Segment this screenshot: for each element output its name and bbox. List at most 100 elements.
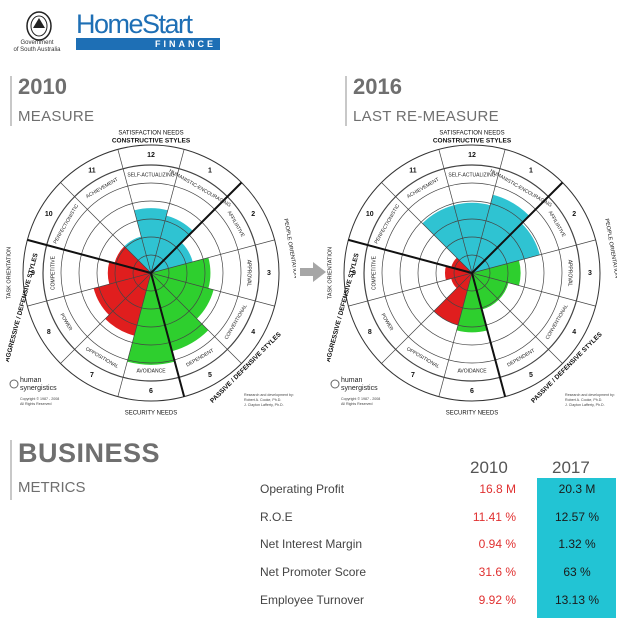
metric-label: Operating Profit	[260, 482, 345, 496]
data-wedge-7	[433, 273, 472, 326]
segment-divider	[150, 272, 275, 307]
credits-text: Robert A. Cooke, Ph.D.	[565, 398, 602, 402]
outer-label: SATISFACTION NEEDS	[439, 131, 504, 137]
brand-name-2: synergistics	[20, 385, 57, 392]
outer-label: CONSTRUCTIVE STYLES	[433, 138, 512, 145]
grid-ring	[363, 164, 581, 382]
data-wedge-6	[127, 273, 175, 365]
section-divider-right	[345, 76, 347, 126]
segment-number: 7	[411, 372, 415, 379]
segment-label: ACHIEVEMENT	[85, 177, 119, 200]
data-wedge-9	[107, 261, 151, 285]
data-wedge-9	[445, 266, 472, 280]
data-wedge-10	[114, 246, 151, 273]
copyright-text: All Rights Reserved	[341, 402, 373, 406]
segment-number: 10	[45, 211, 53, 218]
homestart-logo: HomeStart FINANCE	[76, 10, 220, 50]
grid-ring	[435, 236, 509, 310]
data-wedge-2	[151, 242, 193, 273]
segment-label: ACHIEVEMENT	[406, 177, 440, 200]
segment-number: 4	[572, 329, 576, 336]
metric-value-2017: 63 %	[563, 565, 591, 579]
outer-label: SECURITY NEEDS	[446, 411, 499, 417]
circumplex-2010-svg: SELF-ACTUALIZINGHUMANISTIC-ENCOURAGINGAF…	[4, 131, 299, 417]
segment-divider	[27, 272, 152, 307]
copyright-text: All Rights Reserved	[20, 402, 52, 406]
gov-text-line1: Government	[20, 40, 54, 46]
data-wedge-11	[422, 205, 472, 273]
segment-label: SELF-ACTUALIZING	[127, 172, 174, 178]
left-year: 2010	[18, 74, 67, 99]
style-divider	[150, 272, 186, 397]
segment-number: 3	[267, 270, 271, 277]
metric-value-2010: 16.8 M	[479, 482, 516, 496]
government-crest-icon	[14, 8, 64, 52]
metric-label: Net Interest Margin	[260, 537, 363, 551]
segment-divider	[150, 272, 242, 364]
data-wedge-7	[105, 273, 151, 336]
data-wedge-3	[472, 260, 521, 286]
style-divider	[27, 238, 152, 274]
segment-label: PERFECTIONISTIC	[53, 203, 81, 245]
gov-text-line2: of South Australia	[13, 47, 61, 53]
style-divider	[150, 181, 243, 274]
column-header-2010: 2010	[470, 458, 508, 477]
segment-divider	[150, 239, 275, 274]
grid-ring	[114, 236, 188, 310]
style-divider	[348, 238, 473, 274]
segment-number: 8	[368, 329, 372, 336]
segment-label: APPROVAL	[246, 260, 252, 287]
circumplex-2016-svg: SELF-ACTUALIZINGHUMANISTIC-ENCOURAGINGAF…	[325, 131, 617, 417]
segment-number: 6	[149, 388, 153, 395]
segment-number: 7	[90, 372, 94, 379]
segment-number: 4	[251, 329, 255, 336]
segment-number: 12	[147, 152, 155, 159]
data-wedge-4	[151, 273, 214, 319]
grid-ring	[60, 182, 242, 364]
metric-label: R.O.E	[260, 510, 293, 524]
segment-label: OPPOSITIONAL	[84, 346, 119, 370]
grid-ring	[96, 218, 206, 328]
copyright-text: Copyright © 1987 - 2008	[341, 397, 380, 401]
segment-label: COMPETITIVE	[50, 255, 56, 290]
segment-number: 11	[88, 168, 96, 175]
segment-number: 10	[366, 211, 374, 218]
grid-ring	[381, 182, 563, 364]
segment-number: 3	[588, 270, 592, 277]
column-header-2017: 2017	[552, 458, 590, 477]
outer-label: SATISFACTION NEEDS	[118, 131, 183, 137]
credits-text: J. Clayton Lafferty, Ph.D.	[244, 403, 284, 407]
logo-word: HomeStart	[76, 9, 193, 39]
segment-divider	[381, 182, 473, 274]
segment-number: 5	[529, 372, 533, 379]
segment-label: APPROVAL	[567, 260, 573, 287]
logo-sub: FINANCE	[76, 38, 220, 50]
brand-name-2: synergistics	[341, 385, 378, 392]
segment-label: PERFECTIONISTIC	[374, 203, 402, 245]
grid-ring	[417, 218, 527, 328]
segment-number: 2	[251, 211, 255, 218]
segment-number: 9	[31, 270, 35, 277]
style-divider	[471, 272, 507, 397]
metric-value-2017: 20.3 M	[558, 482, 596, 496]
data-wedge-5	[472, 273, 499, 310]
segment-divider	[471, 149, 506, 274]
segment-label: AVOIDANCE	[457, 368, 487, 374]
outer-label: TASK ORIENTATION	[6, 247, 12, 299]
data-wedge-5	[151, 273, 209, 352]
credits-text: Research and development by:	[565, 393, 615, 397]
outer-label: CONSTRUCTIVE STYLES	[112, 138, 191, 145]
segment-number: 5	[208, 372, 212, 379]
outer-ring	[22, 144, 280, 402]
segment-label: COMPETITIVE	[371, 255, 377, 290]
credits-text: Robert A. Cooke, Ph.D.	[244, 398, 281, 402]
metric-label: Employee Turnover	[260, 593, 365, 607]
segment-divider	[381, 272, 473, 364]
data-wedge-11	[124, 236, 151, 273]
business-subtitle: METRICS	[18, 479, 86, 496]
outer-label: SECURITY NEEDS	[125, 411, 178, 417]
circumplex-2016: SELF-ACTUALIZING HUMANISTIC-ENCOURAGING AF…	[325, 128, 617, 418]
grid-ring	[42, 164, 260, 382]
segment-divider	[117, 149, 152, 274]
segment-label: CONVENTIONAL	[224, 303, 249, 340]
